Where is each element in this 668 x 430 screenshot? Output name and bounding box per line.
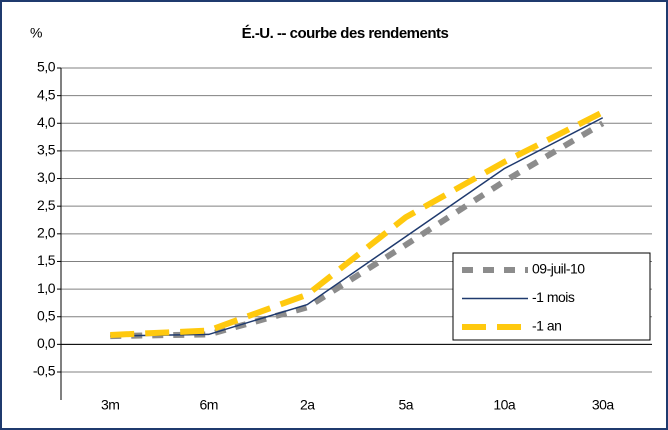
y-tick-label: 2,0	[37, 225, 56, 241]
legend-label: -1 mois	[532, 289, 575, 305]
x-tick-label: 3m	[101, 397, 119, 413]
series-line	[110, 109, 605, 338]
y-tick-label: 5,0	[37, 59, 56, 75]
y-tick-label: 3,0	[37, 169, 56, 185]
y-tick-label: 4,0	[37, 114, 56, 130]
y-tick-label: 0,0	[37, 335, 56, 351]
chart-title: É.-U. -- courbe des rendements	[242, 25, 449, 42]
legend-label: -1 an	[532, 318, 561, 334]
x-tick-label: 6m	[200, 397, 218, 413]
x-tick-label: 30a	[592, 397, 615, 413]
y-tick-label: 4,5	[37, 86, 56, 102]
y-axis-label: %	[30, 25, 42, 41]
series-line	[110, 117, 604, 337]
x-tick-label: 5a	[398, 397, 413, 413]
x-tick-label: 10a	[493, 397, 516, 413]
series-line	[110, 120, 605, 340]
y-tick-label: 2,5	[37, 197, 56, 213]
y-tick-label: 3,5	[37, 142, 56, 158]
y-tick-label: -0,5	[33, 363, 56, 379]
y-tick-label: 0,5	[37, 307, 56, 323]
x-tick-label: 2a	[300, 397, 315, 413]
y-tick-label: 1,5	[37, 252, 56, 268]
y-tick-label: 1,0	[37, 280, 56, 296]
legend-label: 09-juil-10	[532, 261, 585, 277]
